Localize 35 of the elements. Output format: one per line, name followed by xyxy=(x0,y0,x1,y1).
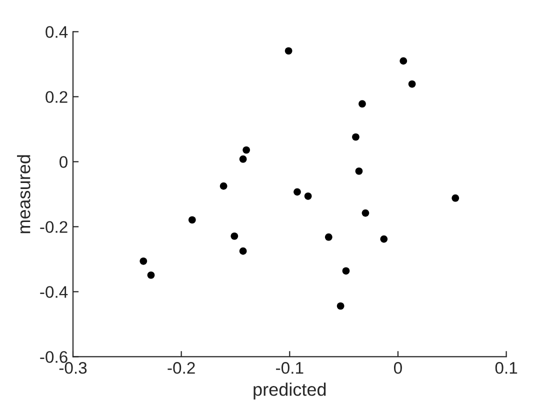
y-tick-label: 0.2 xyxy=(46,91,68,103)
y-tick-label: -0.4 xyxy=(40,286,68,298)
point xyxy=(239,155,247,163)
point xyxy=(452,194,460,202)
x-tick-label: -0.2 xyxy=(168,362,195,374)
x-tick-label: -0.3 xyxy=(59,362,87,374)
point xyxy=(408,80,416,88)
point xyxy=(242,146,250,154)
point xyxy=(294,188,301,196)
point xyxy=(342,267,350,275)
x-axis-title: predicted xyxy=(254,382,326,400)
point xyxy=(400,57,408,65)
point xyxy=(284,47,292,55)
x-tick-label: 0.1 xyxy=(495,362,518,374)
point xyxy=(352,133,360,141)
point xyxy=(355,167,363,175)
point xyxy=(358,100,366,108)
point xyxy=(147,271,155,279)
point xyxy=(324,233,332,241)
y-axis-title: measured xyxy=(17,155,30,234)
point xyxy=(304,192,312,200)
point xyxy=(230,232,238,240)
y-tick-label: 0.4 xyxy=(46,26,68,38)
x-tick-label: 0 xyxy=(394,362,402,374)
point xyxy=(188,216,196,224)
y-tick-label: -0.2 xyxy=(40,221,68,233)
point xyxy=(239,247,247,255)
point xyxy=(140,257,148,265)
x-tick-label: -0.1 xyxy=(276,362,304,374)
point xyxy=(380,235,388,243)
point xyxy=(362,209,370,217)
y-tick-label: 0 xyxy=(60,156,68,168)
point xyxy=(336,302,344,310)
y-tick-label: -0.6 xyxy=(40,351,68,363)
point xyxy=(220,182,228,190)
